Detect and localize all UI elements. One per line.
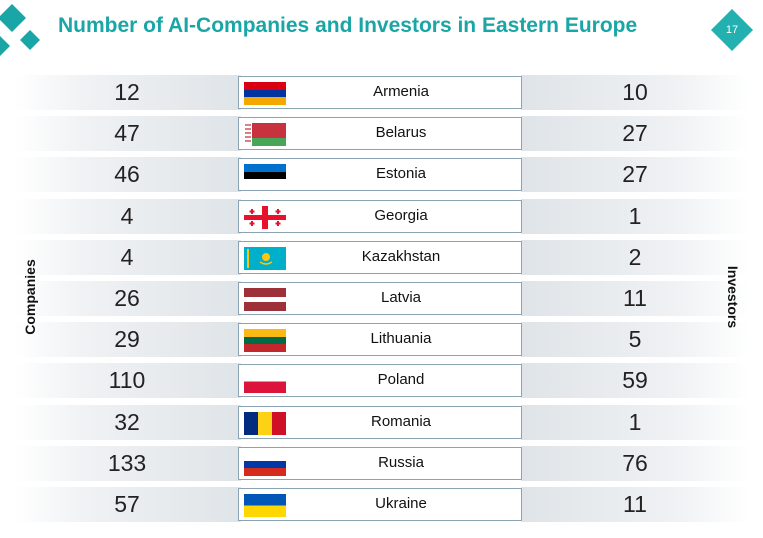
estonia-flag-icon: [244, 164, 286, 187]
investors-value: 11: [623, 491, 647, 517]
country-name: Lithuania: [370, 330, 432, 347]
companies-value: 26: [114, 285, 140, 311]
kazakhstan-flag-icon: [244, 247, 286, 270]
row-band-left: [15, 116, 241, 151]
companies-value: 4: [120, 244, 134, 270]
country-row: Romania: [238, 406, 522, 439]
investors-value: 1: [628, 409, 642, 435]
investors-value: 2: [628, 244, 642, 270]
row-band-right: [521, 446, 749, 481]
companies-value: 32: [114, 409, 140, 435]
companies-value: 12: [114, 79, 140, 105]
country-row: Ukraine: [238, 488, 522, 521]
row-band-right: [521, 199, 749, 234]
row-band-left: [15, 363, 241, 398]
country-name: Russia: [378, 454, 424, 471]
lithuania-flag-icon: [244, 329, 286, 352]
ukraine-flag-icon: [244, 494, 286, 517]
poland-flag-icon: [244, 370, 286, 393]
russia-flag-icon: [244, 453, 286, 476]
companies-value: 133: [107, 450, 147, 476]
latvia-flag-icon: [244, 288, 286, 311]
row-band-right: [521, 363, 749, 398]
country-row: Estonia: [238, 158, 522, 191]
row-band-right: [521, 281, 749, 316]
belarus-flag-icon: [244, 123, 286, 146]
country-row: Lithuania: [238, 323, 522, 356]
investors-value: 5: [628, 326, 642, 352]
companies-value: 47: [114, 120, 140, 146]
row-band-right: [521, 322, 749, 357]
investors-value: 76: [622, 450, 648, 476]
country-name: Ukraine: [375, 495, 427, 512]
country-row: Belarus: [238, 117, 522, 150]
country-name: Latvia: [380, 289, 422, 306]
row-band-right: [521, 157, 749, 192]
page-title: Number of AI-Companies and Investors in …: [58, 14, 638, 37]
companies-value: 57: [114, 491, 140, 517]
row-band-left: [15, 240, 241, 275]
companies-value: 29: [114, 326, 140, 352]
country-row: Russia: [238, 447, 522, 480]
companies-value: 110: [108, 367, 146, 393]
row-band-left: [15, 157, 241, 192]
page-badge-icon: [711, 9, 753, 51]
row-band-right: [521, 405, 749, 440]
row-band-right: [521, 487, 749, 522]
row-band-right: [521, 240, 749, 275]
country-name: Estonia: [375, 165, 427, 182]
row-band-left: [15, 281, 241, 316]
georgia-flag-icon: [244, 206, 286, 229]
companies-value: 4: [120, 203, 134, 229]
armenia-flag-icon: [244, 82, 286, 105]
country-name: Armenia: [373, 83, 429, 100]
row-band-left: [15, 75, 241, 110]
romania-flag-icon: [244, 412, 286, 435]
country-name: Kazakhstan: [361, 248, 441, 265]
row-band-right: [521, 116, 749, 151]
investors-value: 27: [622, 161, 648, 187]
investors-value: 11: [623, 285, 647, 311]
investors-axis-label: Investors: [725, 265, 741, 329]
row-band-left: [15, 199, 241, 234]
country-name: Poland: [377, 371, 425, 388]
row-band-left: [15, 446, 241, 481]
logo-icon: [0, 4, 40, 56]
investors-value: 10: [622, 79, 648, 105]
country-name: Georgia: [374, 207, 428, 224]
companies-axis-label: Companies: [22, 259, 38, 335]
investors-value: 59: [622, 367, 648, 393]
row-band-right: [521, 75, 749, 110]
row-band-left: [15, 487, 241, 522]
row-band-left: [15, 322, 241, 357]
companies-value: 46: [114, 161, 140, 187]
country-row: Kazakhstan: [238, 241, 522, 274]
country-row: Latvia: [238, 282, 522, 315]
page-number: 17: [725, 24, 739, 36]
country-name: Romania: [370, 413, 432, 430]
country-name: Belarus: [375, 124, 427, 141]
investors-value: 27: [622, 120, 648, 146]
country-row: Armenia: [238, 76, 522, 109]
country-row: Georgia: [238, 200, 522, 233]
row-band-left: [15, 405, 241, 440]
investors-value: 1: [628, 203, 642, 229]
country-row: Poland: [238, 364, 522, 397]
